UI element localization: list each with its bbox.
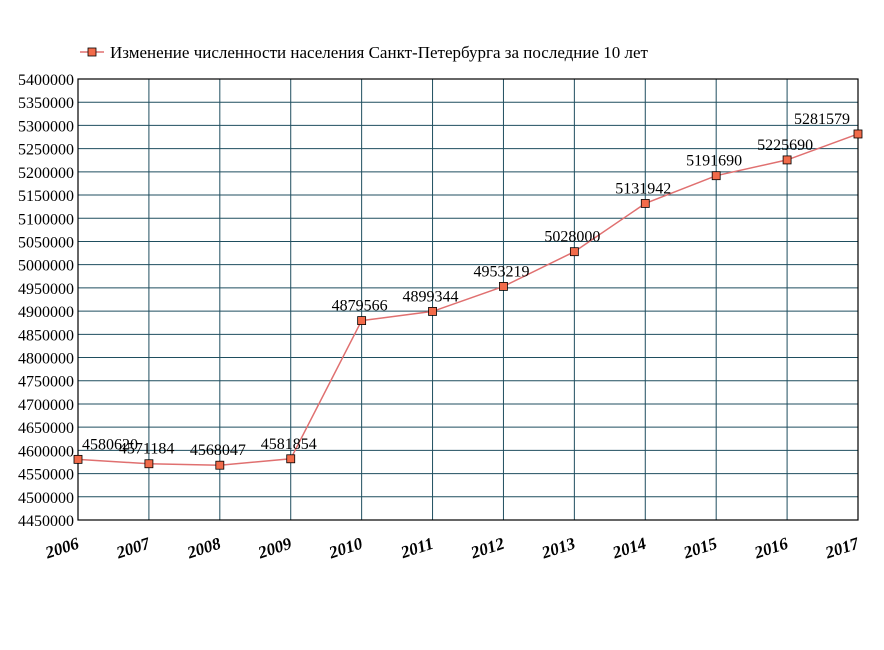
plot-frame	[77, 78, 859, 521]
y-tick-label: 4800000	[18, 351, 74, 368]
data-point-marker	[286, 454, 296, 464]
data-point-marker	[782, 155, 792, 165]
y-tick-label: 4600000	[18, 443, 74, 460]
y-tick-label: 4500000	[18, 490, 74, 507]
data-label: 4568047	[190, 442, 246, 459]
x-tick-label: 2015	[680, 534, 720, 563]
y-tick-label: 4450000	[18, 513, 74, 530]
y-tick-label: 5350000	[18, 95, 74, 112]
legend-marker-sample	[87, 47, 97, 57]
legend-label: Изменение численности населения Санкт-Пе…	[110, 43, 649, 62]
y-tick-label: 5250000	[18, 142, 74, 159]
x-tick-label: 2011	[398, 534, 436, 563]
data-label: 4580620	[82, 436, 138, 453]
y-tick-label: 5300000	[18, 118, 74, 135]
data-label: 5281579	[794, 111, 850, 128]
y-axis-tick-labels: 5400000 5350000 5300000 5250000 5200000 51500…	[18, 72, 74, 530]
data-point-marker	[357, 316, 367, 325]
y-tick-label: 4650000	[18, 420, 74, 437]
data-point-marker	[711, 171, 721, 181]
x-tick-label: 2013	[538, 534, 578, 563]
data-label: 4899344	[403, 288, 459, 305]
data-point-marker	[73, 454, 83, 464]
data-point-marker	[569, 247, 579, 257]
x-tick-label: 2010	[326, 534, 366, 563]
data-label: 5028000	[544, 229, 600, 246]
data-label: 5225690	[757, 137, 813, 154]
x-tick-label: 2006	[42, 534, 82, 563]
y-tick-label: 5000000	[18, 258, 74, 275]
data-point-marker	[853, 129, 863, 139]
y-tick-label: 4550000	[18, 467, 74, 484]
y-tick-label: 5400000	[18, 72, 74, 89]
series-polyline	[77, 133, 859, 466]
data-point-marker	[215, 460, 225, 470]
data-point-marker	[428, 307, 437, 316]
legend: Изменение численности населения Санкт-Пе…	[80, 43, 649, 62]
y-tick-label: 4850000	[18, 327, 74, 344]
data-label: 4581854	[261, 436, 317, 453]
x-tick-label: 2016	[751, 534, 791, 563]
x-tick-label: 2012	[468, 534, 508, 563]
y-tick-label: 5150000	[18, 188, 74, 205]
x-tick-label: 2017	[822, 533, 863, 562]
x-axis-tick-labels: 2006 2007 2008 2009 2010 2011 2012 2013 2014 2015…	[42, 533, 863, 562]
data-label: 5131942	[615, 180, 671, 197]
y-tick-label: 5050000	[18, 234, 74, 251]
y-tick-label: 4700000	[18, 397, 74, 414]
data-label: 5191690	[686, 153, 742, 170]
x-tick-label: 2009	[255, 534, 295, 563]
data-point-marker	[144, 459, 154, 469]
y-tick-label: 5200000	[18, 165, 74, 182]
grid	[77, 78, 859, 521]
x-tick-label: 2007	[113, 533, 154, 562]
y-tick-label: 4750000	[18, 374, 74, 391]
data-point-marker	[499, 282, 508, 291]
data-point-marker	[640, 199, 650, 208]
series-line	[73, 129, 863, 470]
y-tick-label: 5100000	[18, 211, 74, 228]
data-label: 4879566	[332, 298, 388, 315]
data-label: 4571184	[119, 441, 174, 458]
x-tick-label: 2014	[609, 534, 648, 563]
y-tick-label: 4950000	[18, 281, 74, 298]
data-label: 4953219	[473, 263, 529, 280]
x-tick-label: 2008	[184, 534, 224, 563]
y-tick-label: 4900000	[18, 304, 74, 321]
